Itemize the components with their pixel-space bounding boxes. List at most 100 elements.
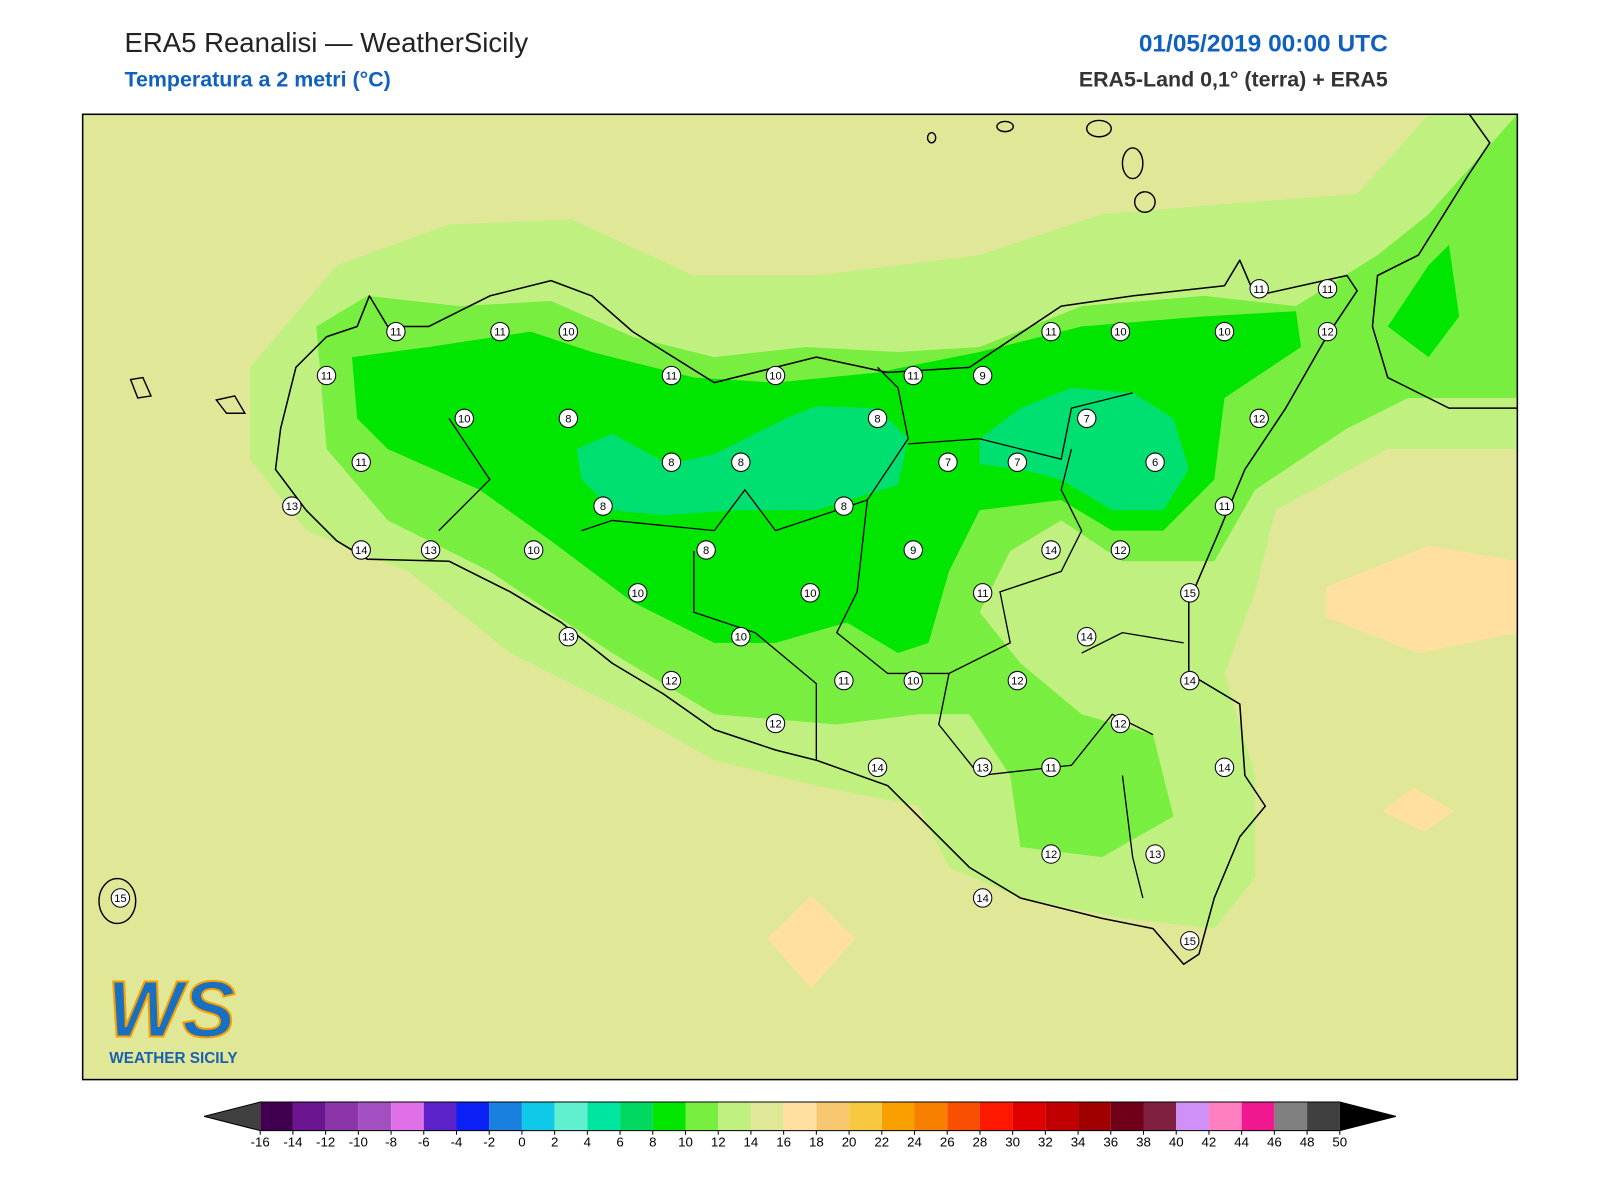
colorbar-swatch — [1110, 1102, 1144, 1131]
colorbar-swatch — [1307, 1102, 1340, 1131]
station-value: 10 — [527, 545, 539, 557]
colorbar-swatch — [1143, 1102, 1177, 1131]
colorbar-tick-label: 48 — [1300, 1134, 1315, 1149]
station-value: 11 — [1045, 327, 1057, 339]
station-marker — [1110, 713, 1131, 734]
station-value: 10 — [769, 370, 781, 382]
stations: 11 11 10 11 11 10 11 9 11 10 10 11 11 12 10 8 8 7 12 11 8 8 7 7… — [110, 279, 1338, 951]
station-marker — [454, 408, 474, 429]
colorbar-tick-label: -10 — [349, 1134, 368, 1149]
station-marker — [351, 540, 371, 560]
station-value: 12 — [1253, 413, 1265, 425]
station-marker — [558, 321, 579, 342]
station-value: 14 — [871, 762, 883, 774]
station-marker — [1214, 321, 1235, 342]
colorbar-tick-label: 24 — [907, 1134, 922, 1149]
colorbar-tick-label: -6 — [418, 1134, 430, 1149]
station-marker — [972, 365, 993, 386]
station-marker — [351, 452, 371, 472]
colorbar-tick-label: 40 — [1169, 1134, 1184, 1149]
station-value: 11 — [1219, 501, 1231, 513]
station-marker — [1007, 670, 1028, 691]
station-value: 15 — [1184, 936, 1196, 948]
colorbar-swatch — [1045, 1102, 1079, 1131]
station-value: 7 — [1084, 413, 1090, 425]
station-value: 8 — [703, 545, 709, 557]
station-marker — [490, 321, 510, 342]
colorbar: -16 -14 -12 -10 -8 -6 -4 -2 0 2 4 6 8 10 12 14 16 18 20 22 2… — [203, 1101, 1397, 1149]
station-value: 11 — [977, 588, 989, 600]
station-marker — [1077, 408, 1097, 429]
station-marker — [1110, 321, 1131, 342]
station-value: 10 — [907, 676, 919, 688]
station-marker — [628, 583, 648, 603]
station-marker — [765, 713, 786, 734]
colorbar-swatch — [652, 1102, 686, 1131]
station-marker — [834, 670, 854, 691]
station-value: 12 — [1114, 545, 1126, 557]
station-marker — [1145, 452, 1165, 472]
colorbar-swatch — [554, 1102, 588, 1131]
colorbar-swatch — [685, 1102, 719, 1131]
colorbar-swatch — [260, 1102, 293, 1131]
station-marker — [593, 496, 613, 516]
colorbar-swatch — [979, 1102, 1013, 1131]
station-marker — [1214, 496, 1235, 516]
station-marker — [523, 540, 544, 560]
colorbar-tick-label: -2 — [483, 1134, 495, 1149]
station-marker — [316, 365, 337, 386]
station-marker — [800, 583, 820, 603]
colorbar-tick-label: 20 — [842, 1134, 857, 1149]
colorbar-swatch — [456, 1102, 490, 1131]
station-value: 8 — [600, 501, 606, 513]
colorbar-tick-label: -4 — [451, 1134, 463, 1149]
station-marker — [386, 321, 406, 342]
station-marker — [938, 452, 958, 472]
colorbar-swatch — [620, 1102, 653, 1131]
station-value: 14 — [1045, 545, 1057, 557]
station-marker — [558, 408, 579, 429]
station-value: 7 — [1014, 457, 1020, 469]
colorbar-swatch — [292, 1102, 326, 1131]
station-marker — [903, 365, 923, 386]
station-value: 12 — [1045, 849, 1057, 861]
station-marker — [903, 670, 923, 691]
station-value: 8 — [738, 457, 744, 469]
station-marker — [1110, 540, 1131, 560]
colorbar-tick-label: 8 — [649, 1134, 656, 1149]
station-marker — [1077, 627, 1097, 647]
station-value: 11 — [838, 676, 850, 688]
colorbar-swatch — [816, 1102, 850, 1131]
colorbar-tick-label: 16 — [776, 1134, 791, 1149]
colorbar-tick-label: 14 — [744, 1134, 759, 1149]
station-value: 12 — [665, 676, 677, 688]
station-marker — [1041, 757, 1061, 778]
colorbar-swatch — [391, 1102, 424, 1131]
colorbar-swatch — [1176, 1102, 1209, 1131]
colorbar-swatch — [750, 1102, 784, 1131]
colorbar-tick-label: 0 — [518, 1134, 525, 1149]
colorbar-tick-label: 36 — [1103, 1134, 1118, 1149]
station-value: 11 — [1045, 762, 1057, 774]
station-value: 8 — [565, 413, 571, 425]
station-value: 11 — [1253, 284, 1265, 296]
station-value: 13 — [286, 501, 298, 513]
colorbar-swatch — [1078, 1102, 1111, 1131]
station-marker — [1041, 540, 1061, 560]
station-marker — [1180, 931, 1200, 951]
station-value: 10 — [632, 588, 644, 600]
station-marker — [558, 627, 579, 647]
map: 11 11 10 11 11 10 11 9 11 10 10 11 11 12 10 8 8 7 12 11 8 8 7 7… — [82, 114, 1518, 1080]
colorbar-tick-label: 12 — [711, 1134, 726, 1149]
station-value: 12 — [769, 718, 781, 730]
field-6-8 — [576, 387, 1189, 516]
colorbar-tick-label: -8 — [385, 1134, 397, 1149]
colorbar-tick-label: 22 — [874, 1134, 889, 1149]
station-marker — [1317, 321, 1338, 342]
station-marker — [1180, 583, 1200, 603]
colorbar-swatch — [849, 1102, 882, 1131]
station-value: 11 — [390, 327, 402, 339]
station-value: 15 — [1184, 588, 1196, 600]
colorbar-tick-label: -12 — [316, 1134, 335, 1149]
colorbar-tick-label: -14 — [283, 1134, 302, 1149]
